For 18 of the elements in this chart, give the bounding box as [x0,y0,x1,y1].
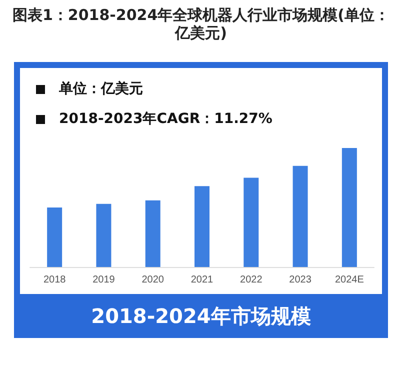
text: 2018-2023年CAGR：11.27% [59,110,272,128]
x-tick-label: 2020 [142,274,164,286]
x-axis-title: 2018-2024年市场规模 [90,303,312,330]
bar [96,204,112,267]
bar [342,148,357,267]
bar [244,178,259,267]
text: 单位：亿美元 [59,80,143,98]
chart-title: 图表1：2018-2024年全球机器人行业市场规模(单位：亿美元) [11,6,390,42]
x-tick-label: 2023 [289,274,312,286]
bar [47,208,62,267]
bar [292,166,308,267]
x-tick-label: 2022 [240,274,263,286]
x-tick-label: 2019 [92,274,116,286]
x-tick-label: 2021 [190,274,214,286]
x-tick-label: 2018 [43,274,66,286]
x-tick-label: 2024E [334,274,364,286]
bar [194,186,210,267]
bar [145,200,160,267]
